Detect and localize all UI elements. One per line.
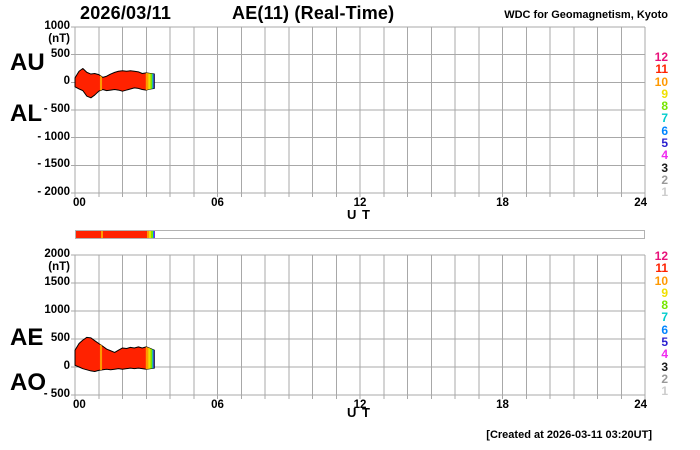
station-count-12: 12 [654, 50, 668, 64]
station-count-8: 8 [661, 99, 668, 114]
y-tick-label: - 1500 [37, 158, 70, 171]
y-tick-label: - 500 [43, 103, 70, 115]
x-tick-label: 06 [211, 197, 224, 209]
y-tick-label: - 1000 [37, 130, 70, 143]
index-label-au: AU [10, 49, 45, 76]
data-coverage-bar [75, 230, 645, 239]
coverage-segment [153, 231, 156, 238]
au-al-chart-area [71, 26, 646, 197]
station-count-11: 11 [655, 261, 668, 276]
station-count-10: 10 [654, 273, 668, 288]
y-tick-label: 1500 [44, 276, 70, 288]
station-count-7: 7 [661, 310, 668, 325]
y-tick-label: 500 [50, 332, 70, 344]
station-count-legend-bottom: 12 11 10 9 8 7 6 5 4 3 2 1 [646, 250, 668, 398]
ae-ao-chart-area [71, 254, 646, 399]
y-axis-unit: (nT) [48, 261, 70, 273]
created-at-label: [Created at 2026-03-11 03:20UT] [486, 429, 652, 441]
x-tick-label: 18 [496, 197, 509, 209]
station-count-3: 3 [661, 160, 668, 175]
station-count-4: 4 [661, 347, 668, 362]
station-count-1: 1 [661, 384, 668, 399]
x-tick-label: 12 [353, 197, 367, 209]
y-axis-labels-top-panel: 1000 500 0 - 500 - 1000 - 1500 - 2000 (nT) [0, 0, 71, 450]
station-count-8: 8 [661, 298, 668, 313]
y-tick-label: 1000 [44, 304, 70, 316]
station-count-6: 6 [661, 123, 668, 138]
x-tick-label: 24 [634, 399, 647, 411]
y-axis-labels-bottom-panel: 2000 1500 1000 500 0 - 500 (nT) [0, 0, 71, 450]
x-tick-label: 06 [211, 399, 224, 411]
station-count-7: 7 [661, 111, 668, 126]
coverage-segment [102, 231, 147, 238]
station-count-5: 5 [661, 335, 668, 350]
station-count-12: 12 [654, 249, 668, 263]
station-count-4: 4 [661, 148, 668, 163]
x-tick-label: 18 [496, 399, 509, 411]
station-count-9: 9 [661, 285, 668, 300]
y-axis-unit: (nT) [48, 33, 70, 45]
x-tick-label: 12 [353, 399, 367, 411]
x-axis-title-bottom: U T [347, 405, 371, 420]
index-label-al: AL [10, 100, 42, 127]
station-count-11: 11 [655, 62, 668, 77]
coverage-segment [100, 231, 103, 238]
station-count-3: 3 [661, 359, 668, 374]
credit-label: WDC for Geomagnetism, Kyoto [504, 9, 668, 21]
station-count-6: 6 [661, 322, 668, 337]
y-tick-label: 1000 [44, 20, 70, 32]
x-axis-title-top: U T [347, 207, 371, 222]
index-label-ao: AO [10, 369, 46, 396]
y-tick-label: - 500 [43, 388, 70, 400]
station-count-1: 1 [661, 185, 668, 200]
station-count-2: 2 [661, 371, 668, 386]
y-tick-label: 0 [63, 360, 70, 372]
coverage-segment [152, 231, 154, 238]
coverage-segment [146, 231, 149, 238]
x-tick-label: 24 [634, 197, 647, 209]
station-count-5: 5 [661, 136, 668, 151]
y-tick-label: 500 [50, 47, 70, 60]
plot-date: 2026/03/11 [80, 3, 172, 23]
y-tick-label: 2000 [44, 248, 70, 260]
y-tick-label: 0 [63, 75, 70, 88]
station-count-10: 10 [654, 74, 668, 89]
station-count-2: 2 [661, 172, 668, 187]
coverage-segment [151, 231, 153, 238]
index-label-ae: AE [10, 324, 44, 351]
station-count-legend-top: 12 11 10 9 8 7 6 5 4 3 2 1 [646, 51, 668, 199]
coverage-segment [76, 231, 101, 238]
coverage-segment [148, 231, 152, 238]
x-tick-label: 00 [73, 399, 86, 411]
page-title: AE(11) (Real-Time) [232, 3, 395, 23]
x-tick-label: 00 [73, 197, 86, 209]
y-tick-label: - 2000 [37, 186, 70, 198]
station-count-9: 9 [661, 86, 668, 101]
